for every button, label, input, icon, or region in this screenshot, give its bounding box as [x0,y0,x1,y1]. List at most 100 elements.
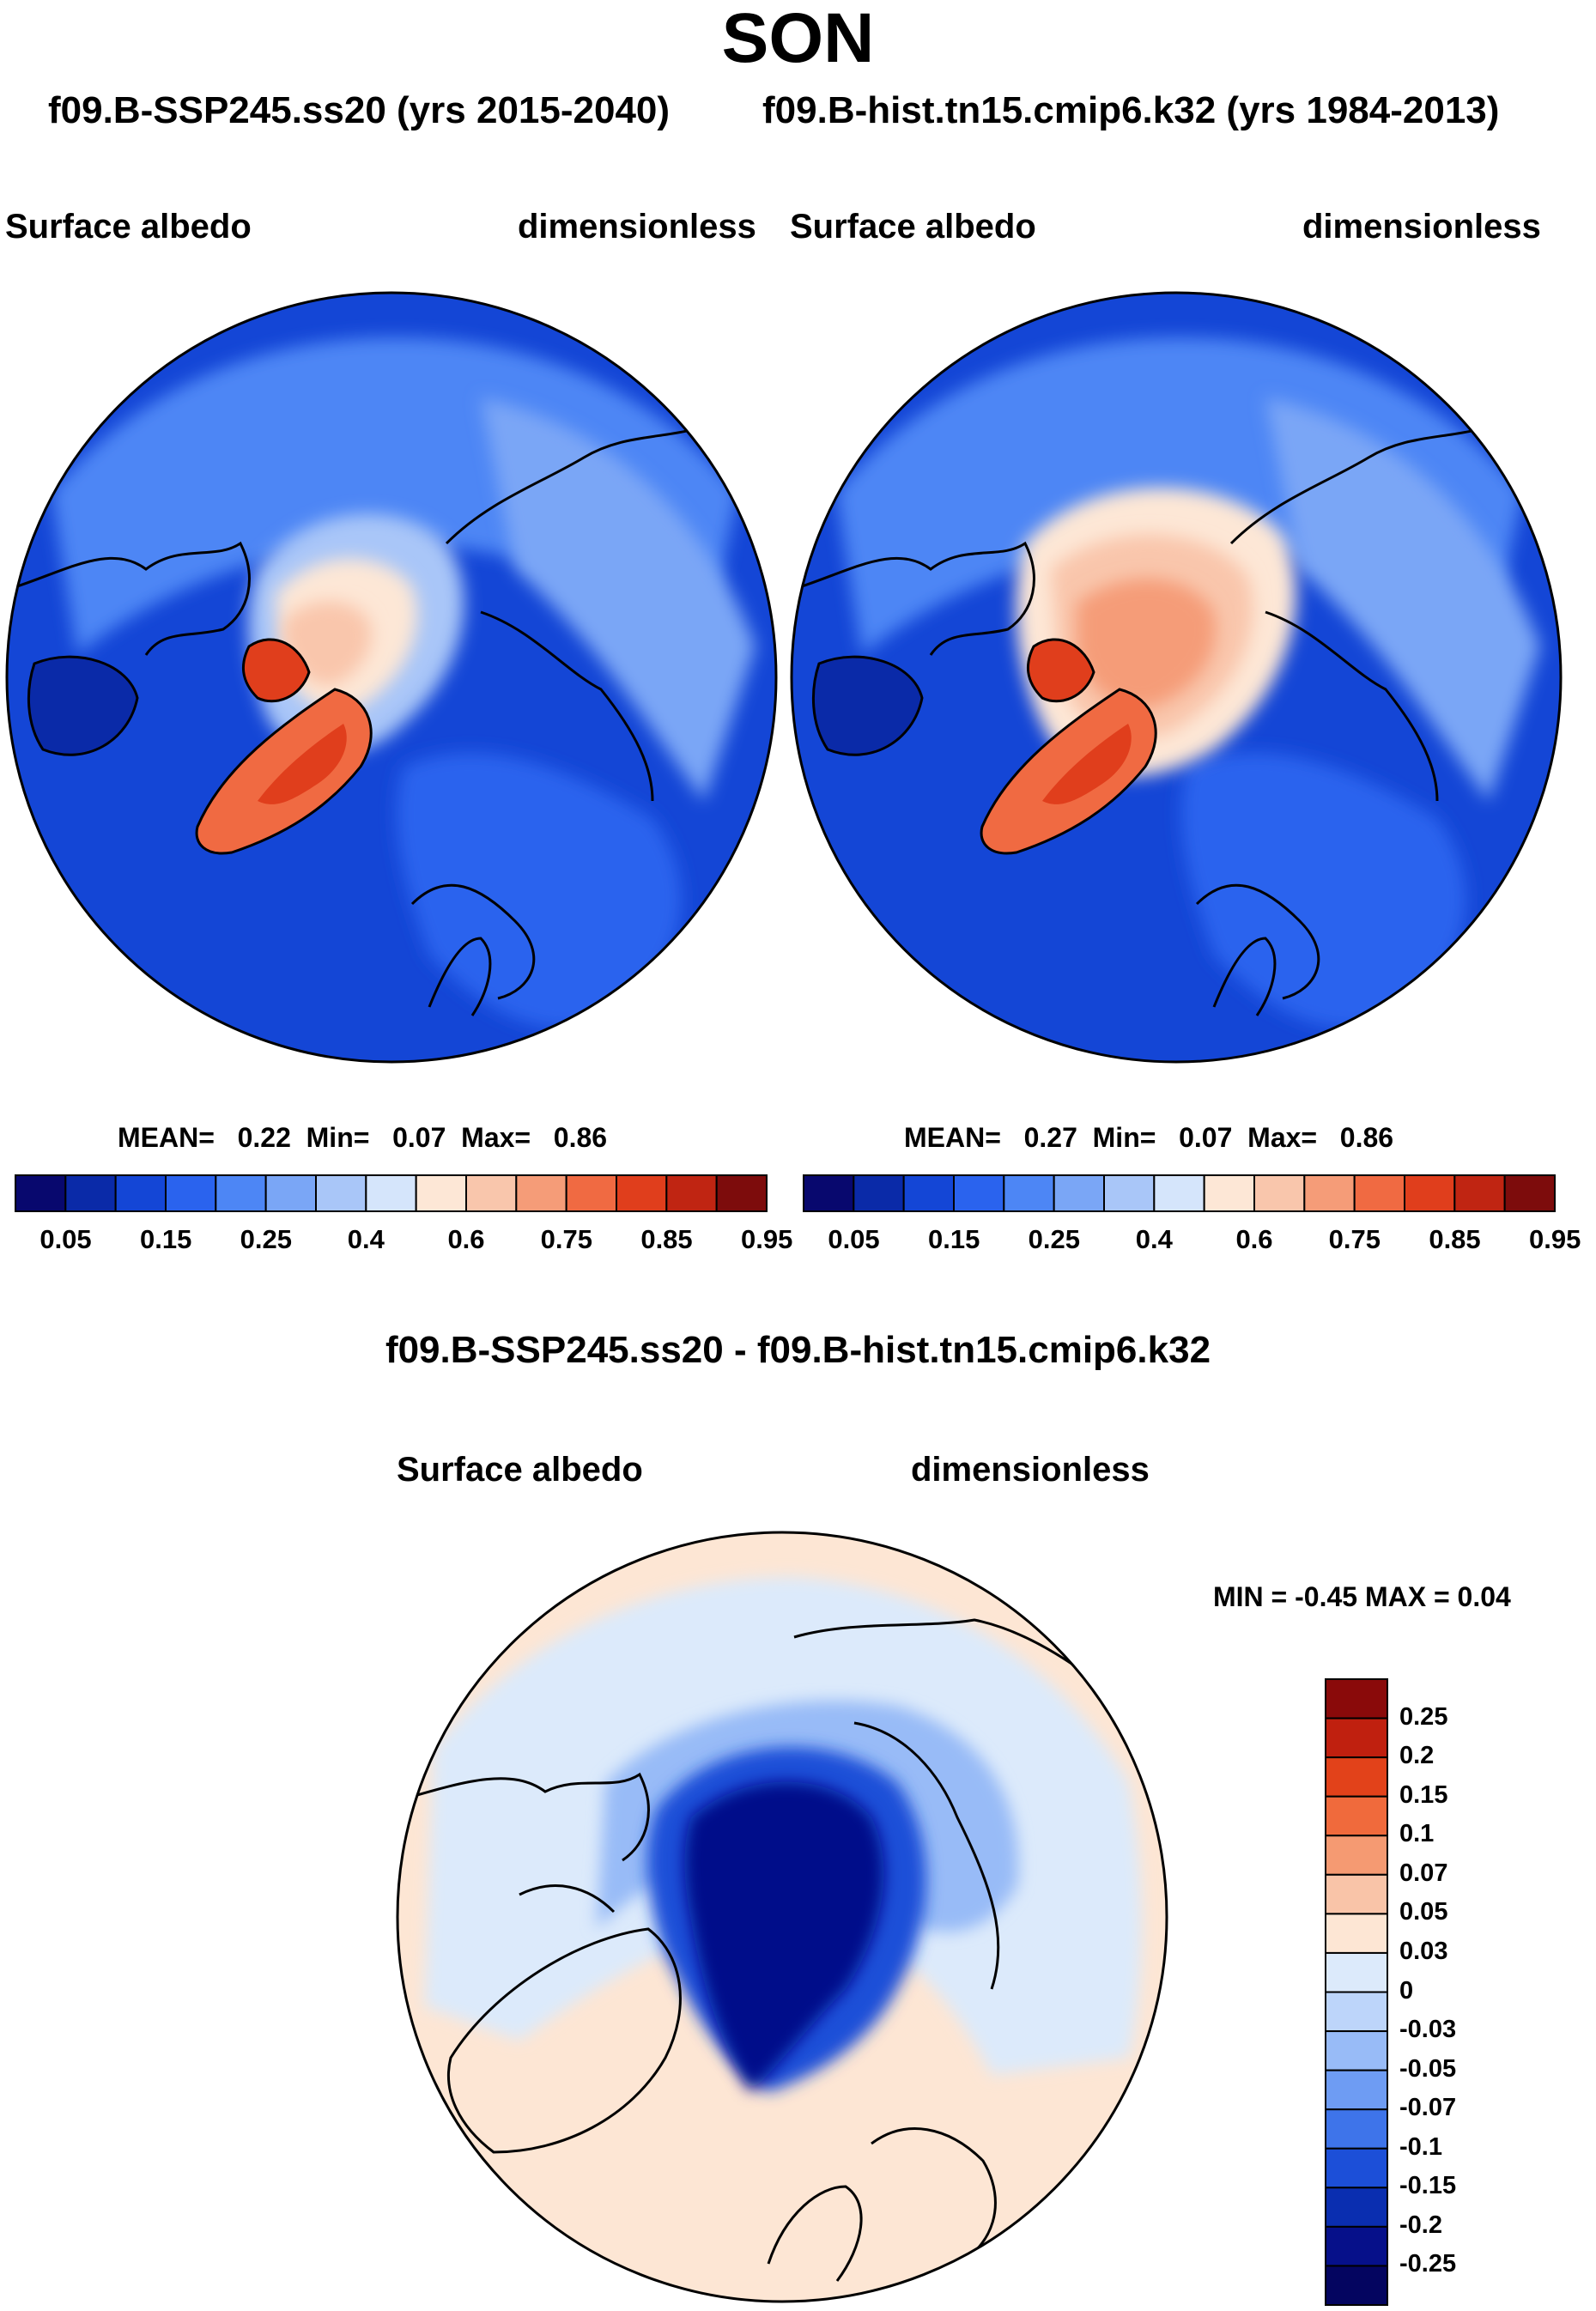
colorbar-swatch [1325,1913,1388,1954]
colorbar-swatch [64,1174,117,1212]
colorbar-level-label: -0.25 [1399,2250,1457,2278]
colorbar-swatch [1153,1174,1205,1212]
colorbar-swatch [515,1174,567,1212]
colorbar-tick-label: 0.4 [1135,1224,1173,1254]
diff-variable-label: Surface albedo [397,1451,643,1489]
colorbar-level-label: -0.03 [1399,2016,1457,2044]
colorbar-swatch [1453,1174,1506,1212]
colorbar-swatch [1325,1678,1388,1720]
main-title: SON [721,0,875,77]
subtitle-right: f09.B-hist.tn15.cmip6.k32 (yrs 1984-2013… [762,89,1500,131]
arctic-core-negative [684,1781,884,2092]
colorbar-swatch [165,1174,217,1212]
panel2-polar-map [790,291,1563,1064]
greenland-coastline [446,1927,682,2154]
colorbar-tick-label: 0.85 [640,1224,693,1254]
colorbar-level-label: 0.2 [1399,1742,1435,1770]
colorbar-swatch [665,1174,718,1212]
difference-title: f09.B-SSP245.ss20 - f09.B-hist.tn15.cmip… [385,1329,1211,1371]
colorbar-tick-label: 0.6 [1235,1224,1273,1254]
colorbar-swatch [902,1174,955,1212]
diff-minmax: MIN = -0.45 MAX = 0.04 [1213,1581,1511,1612]
colorbar-level-label: 0.05 [1399,1898,1448,1926]
difference-colorbar [1325,1678,1388,2306]
colorbar-swatch [15,1174,67,1212]
colorbar-swatch [1325,2187,1388,2228]
greenland-interior [258,724,347,804]
colorbar-swatch [365,1174,417,1212]
panel2-colorbar [803,1174,1556,1212]
panel2-units-label: dimensionless [1302,208,1541,246]
coastline-eurasia [793,1618,1095,2266]
colorbar-level-label: 0.07 [1399,1859,1448,1887]
land-snow-field-north [52,337,738,655]
colorbar-swatch [1325,1717,1388,1759]
colorbar-swatch [853,1174,905,1212]
colorbar-swatch [1325,2069,1388,2111]
colorbar-level-label: 0 [1399,1976,1414,2005]
colorbar-swatch [415,1174,467,1212]
colorbar-swatch [114,1174,167,1212]
colorbar-swatch [616,1174,668,1212]
colorbar-swatch [1103,1174,1156,1212]
hudson-bay [27,655,139,756]
coastline-scandinavia [1212,937,1277,1016]
panel1-stats: MEAN= 0.22 Min= 0.07 Max= 0.86 [118,1122,608,1153]
coastline-eurasia [1195,422,1498,1000]
colorbar-swatch [264,1174,317,1212]
colorbar-swatch [1325,1835,1388,1876]
greenland-interior [1042,724,1132,804]
colorbar-tick-label: 0.15 [928,1224,980,1254]
panel1-variable-label: Surface albedo [5,208,252,246]
canadian-archipelago [241,638,311,703]
colorbar-swatch [1325,2030,1388,2071]
panel2-variable-label: Surface albedo [790,208,1036,246]
land-snow-field-east [1265,397,1540,801]
colorbar-tick-label: 0.05 [39,1224,92,1254]
colorbar-swatch [1325,1756,1388,1798]
colorbar-swatch [1325,1991,1388,2033]
colorbar-level-label: 0.03 [1399,1937,1448,1965]
colorbar-tick-label: 0.75 [540,1224,592,1254]
colorbar-swatch [1325,1873,1388,1915]
panel2-stats: MEAN= 0.27 Min= 0.07 Max= 0.86 [904,1122,1394,1153]
colorbar-swatch [953,1174,1005,1212]
colorbar-tick-label: 0.25 [240,1224,292,1254]
panel1-polar-map [5,291,778,1064]
colorbar-tick-label: 0.15 [140,1224,192,1254]
colorbar-swatch [315,1174,367,1212]
colorbar-level-label: 0.1 [1399,1820,1435,1848]
colorbar-level-label: -0.1 [1399,2132,1442,2161]
colorbar-swatch [1325,2225,1388,2267]
colorbar-tick-label: 0.85 [1429,1224,1481,1254]
colorbar-tick-label: 0.6 [447,1224,485,1254]
colorbar-swatch [565,1174,618,1212]
colorbar-tick-label: 0.75 [1328,1224,1381,1254]
colorbar-swatch [1503,1174,1556,1212]
sea-ice-core [1077,579,1216,708]
colorbar-level-label: -0.2 [1399,2211,1442,2239]
colorbar-swatch [1325,2147,1388,2189]
colorbar-swatch [1303,1174,1356,1212]
colorbar-swatch [1325,1795,1388,1837]
colorbar-tick-label: 0.05 [828,1224,880,1254]
coastline-north-america [398,1772,650,1914]
colorbar-swatch [1253,1174,1306,1212]
colorbar-swatch [715,1174,768,1212]
colorbar-tick-label: 0.95 [741,1224,793,1254]
panel1-units-label: dimensionless [518,208,756,246]
colorbar-level-label: 0.15 [1399,1780,1448,1809]
colorbar-swatch [465,1174,518,1212]
colorbar-swatch [1325,2265,1388,2306]
coastline-eurasia [410,422,713,1000]
canadian-archipelago [1026,638,1095,703]
colorbar-swatch [1203,1174,1255,1212]
colorbar-swatch [1404,1174,1456,1212]
coastline-scandinavia [428,937,492,1016]
eurasia-land [1180,752,1466,1029]
colorbar-swatch [215,1174,267,1212]
diff-units-label: dimensionless [911,1451,1150,1489]
colorbar-swatch [803,1174,855,1212]
panel1-colorbar [15,1174,768,1212]
coastline-north-america [801,541,1035,656]
